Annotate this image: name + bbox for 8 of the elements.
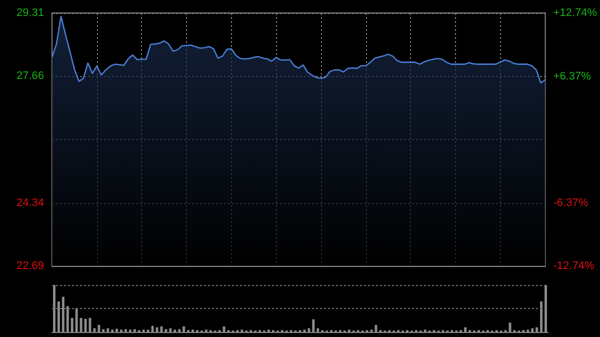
y2-tick-label: -6.37% — [553, 196, 588, 209]
y2-tick-label: +6.37% — [553, 70, 592, 82]
y2-tick-label: +12.74% — [553, 7, 598, 19]
y2-tick-label: -12.74% — [553, 260, 594, 272]
y-tick-label: 24.34 — [16, 196, 44, 209]
y-tick-label: 29.31 — [16, 7, 44, 19]
y-tick-label: 22.69 — [16, 260, 44, 272]
y-tick-label: 27.66 — [16, 70, 44, 82]
